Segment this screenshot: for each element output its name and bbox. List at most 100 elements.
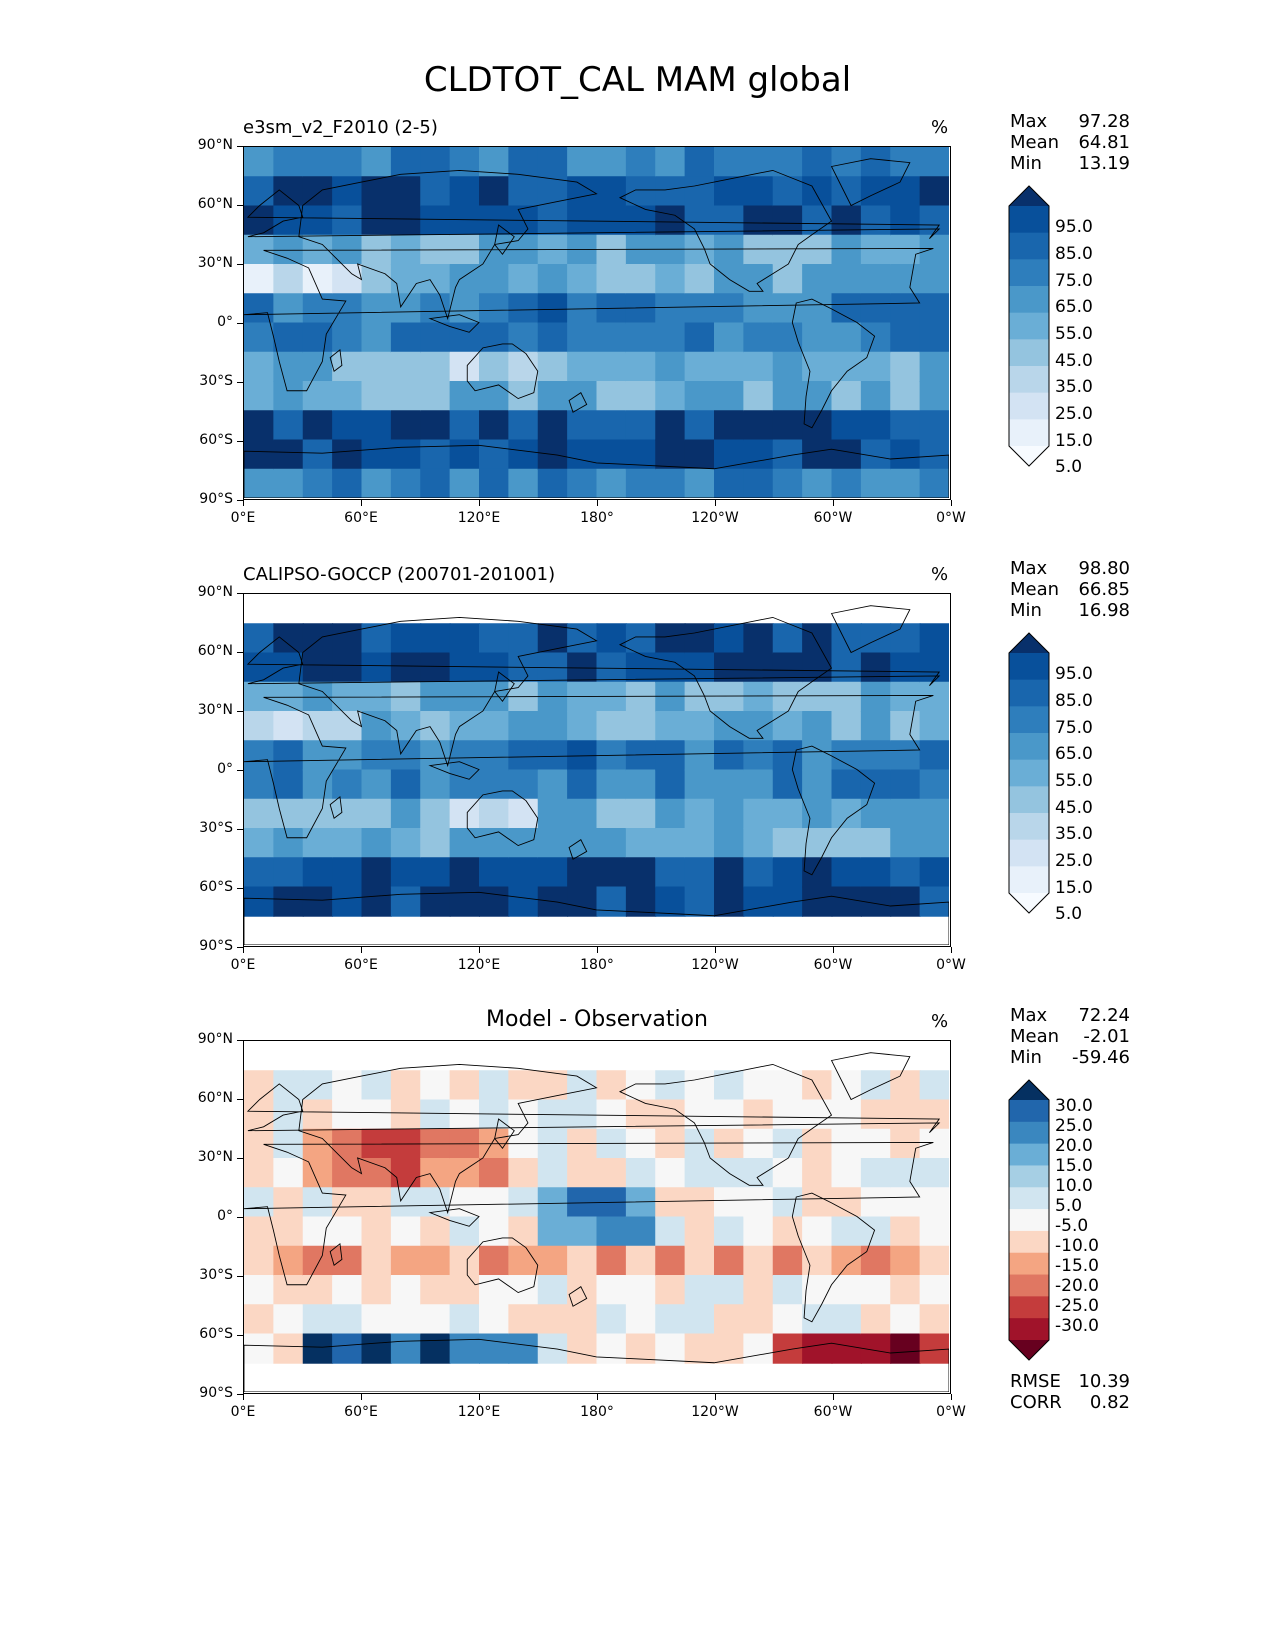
field-cell <box>567 1216 598 1247</box>
field-cell <box>596 711 627 742</box>
field-cell <box>860 410 892 441</box>
field-cell <box>244 322 275 353</box>
field-cell <box>449 1099 480 1130</box>
field-cell <box>596 1275 627 1306</box>
stat-row: Min 16.98 <box>1010 600 1130 622</box>
colorbar-extend-bottom <box>1009 1340 1049 1360</box>
field-cell <box>332 711 363 742</box>
field-cell <box>420 740 451 771</box>
field-cell <box>537 176 569 207</box>
field-cell <box>743 623 774 654</box>
field-cell <box>860 740 892 771</box>
field-cell <box>508 351 539 382</box>
field-cell <box>625 410 657 441</box>
field-cell <box>479 798 510 829</box>
field-cell <box>596 1070 627 1101</box>
stat-row: Min -59.46 <box>1010 1047 1130 1069</box>
stat-label: Max <box>1010 558 1048 579</box>
field-cell <box>332 1333 363 1364</box>
field-cell <box>390 381 422 412</box>
lat-tick-label: 60°N <box>197 196 233 212</box>
field-cell <box>332 1070 363 1101</box>
field-cell <box>390 410 422 441</box>
colorbar-tick-label: -30.0 <box>1055 1316 1099 1336</box>
colorbar <box>1008 185 1050 467</box>
coastline <box>494 671 515 702</box>
field-cell <box>596 381 627 412</box>
field-cell <box>919 1070 950 1101</box>
field-cell <box>596 1099 627 1130</box>
field-cell <box>684 769 715 800</box>
lat-tick-mark <box>237 1040 243 1041</box>
lat-tick-label: 30°N <box>197 1149 233 1165</box>
field-cell <box>802 1333 833 1364</box>
field-cell <box>743 439 774 470</box>
field-cell <box>420 1099 451 1130</box>
stat-row: Mean 66.85 <box>1010 579 1130 601</box>
colorbar-outline <box>1008 632 1050 914</box>
field-cell <box>743 147 774 178</box>
lon-tick-label: 60°W <box>813 1404 853 1420</box>
field-cell <box>390 798 422 829</box>
field-cell <box>420 652 451 683</box>
field-cell <box>743 828 774 859</box>
field-cell <box>244 798 275 829</box>
colorbar-segment <box>1009 679 1049 707</box>
field-cell <box>743 264 774 295</box>
colorbar <box>1008 1079 1050 1361</box>
field-cell <box>831 652 862 683</box>
field-cell <box>479 351 510 382</box>
field-cell <box>420 798 451 829</box>
field-cell <box>772 410 804 441</box>
colorbar-extend-bottom <box>1009 893 1049 913</box>
field-cell <box>537 857 569 888</box>
field-cell <box>772 857 804 888</box>
lon-tick-label: 180° <box>580 1404 614 1420</box>
field-cell <box>302 1216 334 1247</box>
lat-tick-mark <box>237 829 243 830</box>
panel-units: % <box>931 564 949 585</box>
coastline <box>618 169 833 292</box>
field-cell <box>655 857 686 888</box>
field-cell <box>479 623 510 654</box>
field-cell <box>332 205 363 236</box>
field-cell <box>420 264 451 295</box>
field-cell <box>625 769 657 800</box>
colorbar-extend-bottom <box>1009 446 1049 466</box>
field-cell <box>684 1245 715 1276</box>
field-cell <box>302 740 334 771</box>
field-cell <box>890 381 921 412</box>
field-cell <box>361 1187 392 1218</box>
colorbar-tick-label: 65.0 <box>1055 744 1093 765</box>
field-cell <box>273 828 304 859</box>
field-cell <box>684 147 715 178</box>
stat-value: -59.46 <box>1071 1047 1130 1068</box>
field-cell <box>860 1216 892 1247</box>
map-diff <box>243 1040 951 1394</box>
field-cell <box>390 468 422 499</box>
field-cell <box>655 828 686 859</box>
field-cell <box>831 1158 862 1189</box>
lon-tick-label: 60°W <box>813 510 853 526</box>
field-cell <box>390 828 422 859</box>
field-cell <box>860 147 892 178</box>
field-cell <box>684 293 715 324</box>
colorbar-tick-label: 15.0 <box>1055 877 1093 898</box>
stat-row: Mean 64.81 <box>1010 132 1130 154</box>
field-cell <box>684 1158 715 1189</box>
lat-tick-mark <box>237 652 243 653</box>
field-cell <box>596 1245 627 1276</box>
colorbar-segment <box>1009 1165 1049 1188</box>
lon-tick-label: 120°W <box>691 1404 739 1420</box>
field-cell <box>802 1128 833 1159</box>
field-cell <box>890 1216 921 1247</box>
field-cell <box>244 681 275 712</box>
colorbar-tick-label: 55.0 <box>1055 324 1093 344</box>
lat-tick-mark <box>237 441 243 442</box>
stat-label: RMSE <box>1010 1371 1061 1392</box>
field-cell <box>919 264 950 295</box>
field-cell <box>831 1245 862 1276</box>
field-cell <box>860 652 892 683</box>
field-cell <box>860 176 892 207</box>
field-cell <box>302 769 334 800</box>
